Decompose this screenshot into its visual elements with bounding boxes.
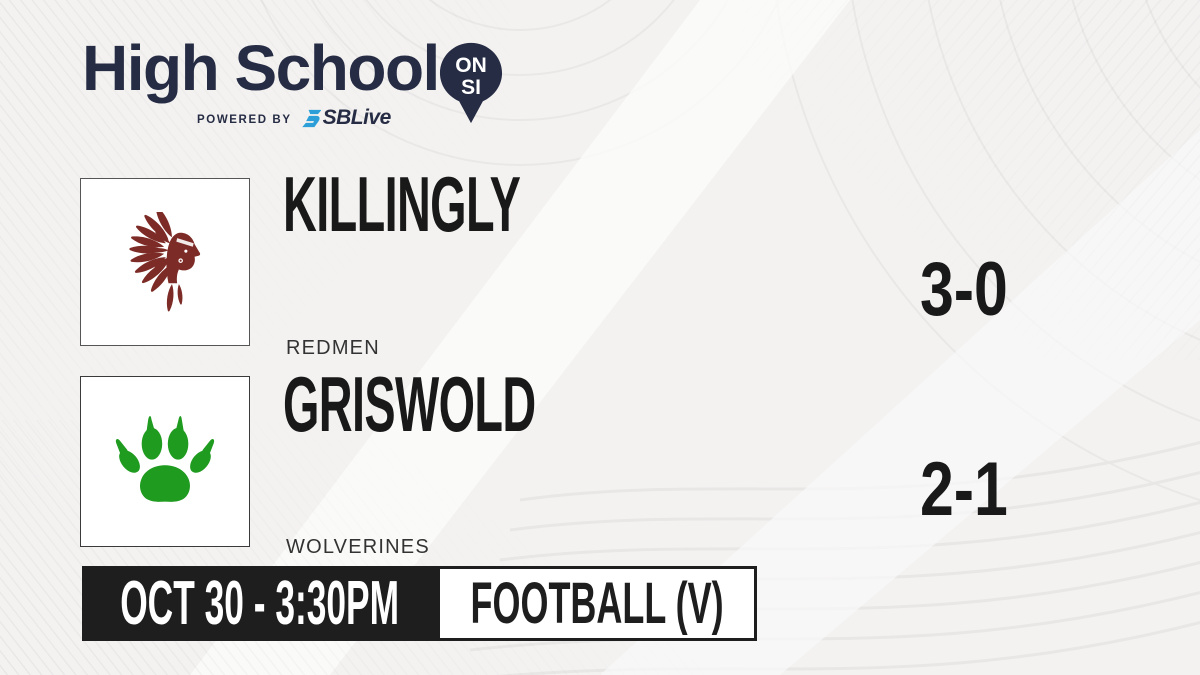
team-mascot-killingly: REDMEN	[286, 337, 380, 359]
powered-by-label: POWERED BY	[197, 114, 292, 126]
footer-event: FOOTBALL (V)	[470, 570, 724, 636]
sblive-wordmark: SBLive	[322, 106, 392, 129]
powered-by-row: POWERED BY SBLive	[197, 106, 391, 130]
team-logo-box-killingly	[80, 178, 250, 346]
team-mascot-griswold: WOLVERINES	[286, 536, 430, 558]
footer-datetime: OCT 30 - 3:30PM	[120, 568, 399, 638]
high-school-wordmark: High School	[82, 32, 440, 104]
pin-text-on: ON	[455, 54, 487, 77]
team-logo-box-griswold	[80, 376, 250, 547]
footer-datetime-box: OCT 30 - 3:30PM	[82, 566, 437, 641]
chief-head-icon	[129, 212, 201, 312]
on-si-pin-icon: ON SI	[439, 42, 503, 124]
team-name-griswold: GRISWOLD	[283, 360, 536, 448]
team-name-killingly: KILLINGLY	[283, 160, 521, 248]
footer-event-box: FOOTBALL (V)	[437, 566, 757, 641]
team-record-griswold: 2-1	[919, 447, 1008, 532]
pin-text-si: SI	[461, 76, 481, 99]
sblive-logo: SBLive	[301, 106, 392, 130]
paw-print-icon	[115, 415, 215, 502]
team-record-killingly: 3-0	[919, 247, 1008, 332]
sblive-bolt-icon	[301, 109, 321, 127]
